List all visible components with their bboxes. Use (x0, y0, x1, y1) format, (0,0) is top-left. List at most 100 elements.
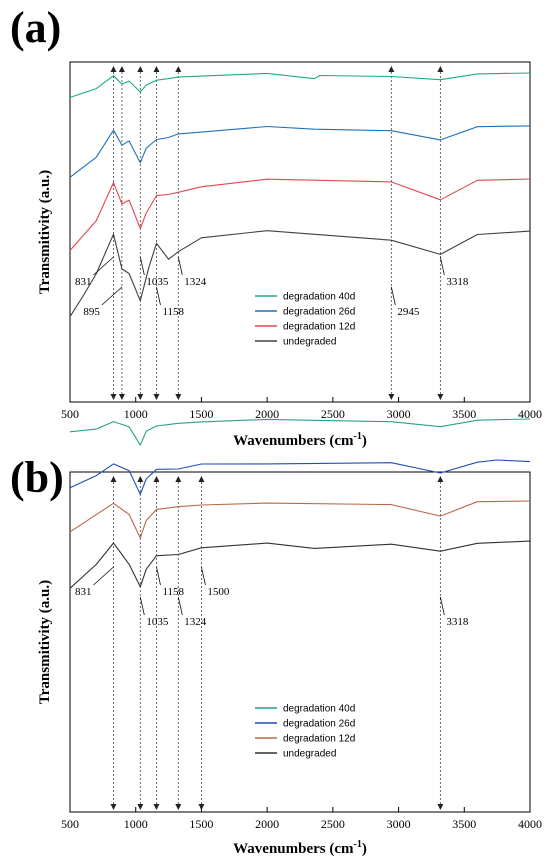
reference-arrow-down (437, 804, 444, 810)
legend-entry: degradation 12d (283, 734, 355, 745)
peak-pointer (93, 566, 114, 586)
reference-arrow-down (388, 394, 395, 400)
x-tick-label: 1000 (124, 407, 148, 421)
series-line (69, 540, 531, 589)
series-line (69, 459, 531, 495)
reference-arrow-down (137, 804, 144, 810)
reference-arrow-down (118, 394, 125, 400)
legend-entry: undegraded (283, 337, 336, 348)
legend-entry: degradation 40d (283, 292, 355, 303)
legend-entry: degradation 26d (283, 719, 355, 730)
reference-arrow-up (153, 476, 160, 482)
peak-label: 1158 (162, 306, 184, 318)
reference-arrow-down (153, 804, 160, 810)
peak-label: 1500 (207, 586, 230, 598)
reference-arrow-up (175, 476, 182, 482)
peak-pointer (439, 596, 445, 616)
x-tick-label: 3000 (387, 817, 411, 831)
x-tick-label: 500 (61, 407, 79, 421)
peak-label: 831 (75, 276, 92, 288)
series-line (69, 125, 531, 178)
x-tick-label: 4000 (518, 817, 542, 831)
panel-b-y-axis-title: Transmitivity (a.u.) (37, 580, 53, 704)
reference-arrow-up (175, 66, 182, 72)
reference-arrow-up (437, 66, 444, 72)
panel-b-series (69, 418, 531, 589)
reference-arrow-up (198, 476, 205, 482)
peak-pointer (439, 256, 445, 276)
reference-arrow-up (153, 66, 160, 72)
series-line (69, 230, 531, 317)
series-line (69, 418, 531, 446)
peak-pointer (156, 566, 161, 586)
x-tick-label: 3500 (452, 817, 476, 831)
x-tick-label: 3000 (387, 407, 411, 421)
x-tick-label: 1500 (189, 817, 213, 831)
panel-b-x-axis-title: Wavenumbers (cm-1) (233, 839, 367, 857)
peak-pointer (101, 286, 123, 306)
peak-label: 3318 (446, 616, 469, 628)
peak-label: 3318 (446, 276, 469, 288)
legend-entry: undegraded (283, 749, 336, 760)
panel-b-legend: degradation 40d degradation 26d degradatio… (255, 704, 355, 760)
reference-arrow-down (153, 394, 160, 400)
reference-arrow-down (437, 394, 444, 400)
reference-arrow-up (110, 66, 117, 72)
panel-a-reference-lines (110, 66, 444, 400)
panel-a-x-ticks: 500 1000 1500 2000 2500 3000 3500 4000 (61, 397, 542, 421)
legend-entry: degradation 12d (283, 322, 355, 333)
peak-label: 1324 (184, 276, 207, 288)
x-tick-label: 2000 (255, 817, 279, 831)
x-tick-label: 4000 (518, 407, 542, 421)
x-tick-label: 2500 (321, 817, 345, 831)
panel-a-legend: degradation 40d degradation 26d degradatio… (255, 292, 355, 348)
reference-arrow-down (137, 394, 144, 400)
panel-b-x-ticks: 500 1000 1500 2000 2500 3000 3500 4000 (61, 807, 542, 831)
peak-pointer (390, 286, 396, 306)
x-tick-label: 3500 (452, 407, 476, 421)
peak-label: 895 (83, 306, 100, 318)
series-line (69, 500, 531, 539)
peak-label: 831 (75, 586, 92, 598)
peak-pointer (93, 256, 114, 276)
reference-arrow-down (175, 394, 182, 400)
peak-label: 1035 (146, 616, 169, 628)
panel-b: (b) 831 1035 1158 1324 1500 3318 500 1000 1500 2… (10, 418, 542, 857)
panel-b-frame (69, 471, 531, 813)
peak-pointer (156, 286, 161, 306)
reference-arrow-up (437, 476, 444, 482)
panel-a-frame (69, 61, 531, 403)
peak-pointer (177, 596, 183, 616)
reference-arrow-up (118, 66, 125, 72)
reference-arrow-up (388, 66, 395, 72)
x-tick-label: 2500 (321, 407, 345, 421)
panel-a-y-axis-title: Transmitivity (a.u.) (37, 170, 53, 294)
panel-b-annotations: 831 1035 1158 1324 1500 3318 (75, 566, 469, 628)
panel-a-annotations: 831 895 1035 1158 1324 2945 3318 (75, 256, 469, 318)
peak-pointer (201, 566, 206, 586)
x-tick-label: 2000 (255, 407, 279, 421)
x-tick-label: 1500 (189, 407, 213, 421)
reference-arrow-up (137, 66, 144, 72)
legend-entry: degradation 26d (283, 307, 355, 318)
panel-a-x-axis-title: Wavenumbers (cm-1) (233, 431, 367, 449)
reference-arrow-up (137, 476, 144, 482)
peak-label: 1158 (162, 586, 184, 598)
peak-label: 2945 (397, 306, 420, 318)
reference-arrow-down (110, 804, 117, 810)
series-line (69, 178, 531, 251)
reference-arrow-down (110, 394, 117, 400)
series-line (69, 72, 531, 98)
peak-pointer (177, 256, 183, 276)
reference-arrow-down (175, 804, 182, 810)
panel-b-label: (b) (10, 453, 64, 502)
peak-label: 1324 (184, 616, 207, 628)
panel-a-label: (a) (10, 3, 61, 52)
x-tick-label: 500 (61, 817, 79, 831)
panel-a-series (69, 72, 531, 317)
reference-arrow-up (110, 476, 117, 482)
panel-a: (a) 831 895 1035 1158 1324 2945 3318 500 1000 15… (10, 3, 542, 449)
panel-b-reference-lines (110, 476, 444, 810)
legend-entry: degradation 40d (283, 704, 355, 715)
